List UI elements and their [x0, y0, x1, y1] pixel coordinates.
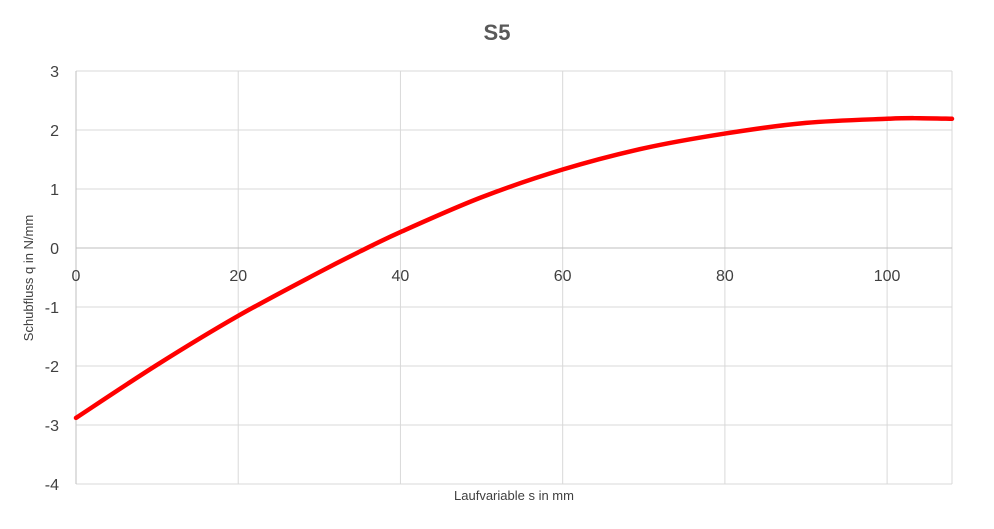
x-tick-label: 100 [874, 268, 901, 285]
y-tick-label: 1 [50, 182, 59, 199]
y-tick-label: -2 [45, 359, 59, 376]
series-line [73, 115, 955, 421]
y-tick-labels: 3 2 1 0 -1 -2 -3 -4 [45, 64, 59, 494]
axes [75, 71, 952, 484]
x-tick-label: 60 [554, 268, 572, 285]
x-tick-label: 0 [72, 268, 81, 285]
x-axis-title: Laufvariable s in mm [454, 488, 574, 503]
y-tick-label: 0 [50, 241, 59, 258]
x-tick-label: 20 [229, 268, 247, 285]
y-tick-label: -4 [45, 477, 59, 494]
y-axis-title: Schubfluss q in N/mm [21, 215, 36, 341]
gridlines [75, 70, 953, 485]
y-tick-label: 3 [50, 64, 59, 81]
x-tick-label: 40 [392, 268, 410, 285]
x-tick-labels: 0 20 40 60 80 100 [72, 268, 901, 285]
y-tick-label: -3 [45, 418, 59, 435]
y-tick-label: 2 [50, 123, 59, 140]
series-layer [73, 115, 955, 421]
x-tick-label: 80 [716, 268, 734, 285]
y-tick-label: -1 [45, 300, 59, 317]
chart-title: S5 [484, 20, 511, 45]
